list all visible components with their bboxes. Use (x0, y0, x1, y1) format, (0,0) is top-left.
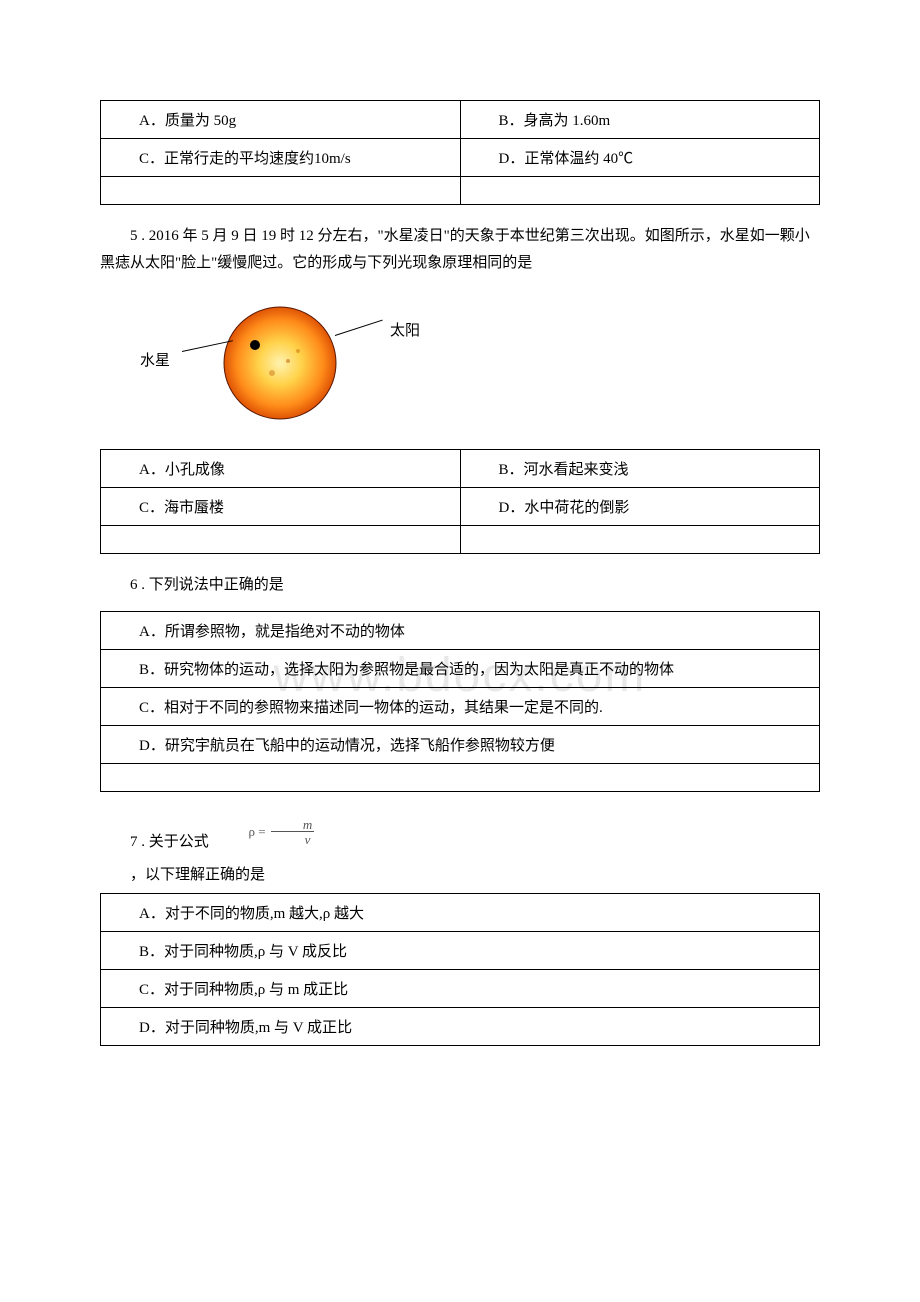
formula-numerator: m (271, 818, 314, 832)
q7-option-b: B．对于同种物质,ρ 与 V 成反比 (101, 931, 820, 969)
q6-option-a: A．所谓参照物，就是指绝对不动的物体 (101, 612, 820, 650)
page-content: A．质量为 50g B．身高为 1.60m C．正常行走的平均速度约10m/s … (100, 100, 820, 1046)
table-row: A．对于不同的物质,m 越大,ρ 越大 (101, 893, 820, 931)
q6-option-d: D．研究宇航员在飞船中的运动情况，选择飞船作参照物较方便 (101, 726, 820, 764)
table-row (101, 177, 820, 205)
sun-line (335, 320, 383, 336)
q5-option-a: A．小孔成像 (101, 450, 461, 488)
table-row (101, 526, 820, 554)
table-row: A．所谓参照物，就是指绝对不动的物体 (101, 612, 820, 650)
q5-option-c: C．海市蜃楼 (101, 488, 461, 526)
empty-cell (101, 526, 461, 554)
table-row: C．正常行走的平均速度约10m/s D．正常体温约 40℃ (101, 139, 820, 177)
q6-option-b: B．研究物体的运动，选择太阳为参照物是最合适的，因为太阳是真正不动的物体 (101, 650, 820, 688)
empty-cell (101, 177, 461, 205)
table-row: C．海市蜃楼 D．水中荷花的倒影 (101, 488, 820, 526)
empty-cell (460, 177, 820, 205)
q6-text: 6 . 下列说法中正确的是 (100, 572, 820, 599)
q7-option-c: C．对于同种物质,ρ 与 m 成正比 (101, 969, 820, 1007)
q6-option-c: C．相对于不同的参照物来描述同一物体的运动，其结果一定是不同的. (101, 688, 820, 726)
q4-option-c: C．正常行走的平均速度约10m/s (101, 139, 461, 177)
q5-option-b: B．河水看起来变浅 (460, 450, 820, 488)
q5-text: 5 . 2016 年 5 月 9 日 19 时 12 分左右，"水星凌日"的天象… (100, 223, 820, 277)
formula-lhs: ρ = (249, 824, 266, 839)
table-row: D．研究宇航员在飞船中的运动情况，选择飞船作参照物较方便 (101, 726, 820, 764)
q7-line1: 7 . 关于公式 ρ = m v (100, 828, 820, 858)
q7-prefix: 7 . 关于公式 (130, 834, 209, 850)
mercury-label: 水星 (140, 349, 170, 370)
q5-diagram: 水星 太阳 (140, 293, 460, 433)
q5-options-table: A．小孔成像 B．河水看起来变浅 C．海市蜃楼 D．水中荷花的倒影 (100, 449, 820, 554)
q7-option-d: D．对于同种物质,m 与 V 成正比 (101, 1007, 820, 1045)
q4-option-a: A．质量为 50g (101, 101, 461, 139)
density-formula: ρ = m v (219, 818, 315, 848)
table-row: A．质量为 50g B．身高为 1.60m (101, 101, 820, 139)
formula-denominator: v (271, 832, 314, 848)
table-row: C．对于同种物质,ρ 与 m 成正比 (101, 969, 820, 1007)
q5-option-d: D．水中荷花的倒影 (460, 488, 820, 526)
q7-line2: ，以下理解正确的是 (100, 862, 820, 889)
q6-options-table: A．所谓参照物，就是指绝对不动的物体 B．研究物体的运动，选择太阳为参照物是最合… (100, 611, 820, 792)
sun-icon (220, 303, 340, 423)
table-row: B．研究物体的运动，选择太阳为参照物是最合适的，因为太阳是真正不动的物体 (101, 650, 820, 688)
formula-fraction: m v (271, 818, 314, 848)
q7-option-a: A．对于不同的物质,m 越大,ρ 越大 (101, 893, 820, 931)
empty-cell (101, 764, 820, 792)
table-row: B．对于同种物质,ρ 与 V 成反比 (101, 931, 820, 969)
table-row (101, 764, 820, 792)
sun-label: 太阳 (390, 319, 420, 340)
q4-option-d: D．正常体温约 40℃ (460, 139, 820, 177)
table-row: D．对于同种物质,m 与 V 成正比 (101, 1007, 820, 1045)
table-row: C．相对于不同的参照物来描述同一物体的运动，其结果一定是不同的. (101, 688, 820, 726)
q7-options-table: A．对于不同的物质,m 越大,ρ 越大 B．对于同种物质,ρ 与 V 成反比 C… (100, 893, 820, 1046)
q4-option-b: B．身高为 1.60m (460, 101, 820, 139)
table-row: A．小孔成像 B．河水看起来变浅 (101, 450, 820, 488)
empty-cell (460, 526, 820, 554)
q4-options-table: A．质量为 50g B．身高为 1.60m C．正常行走的平均速度约10m/s … (100, 100, 820, 205)
